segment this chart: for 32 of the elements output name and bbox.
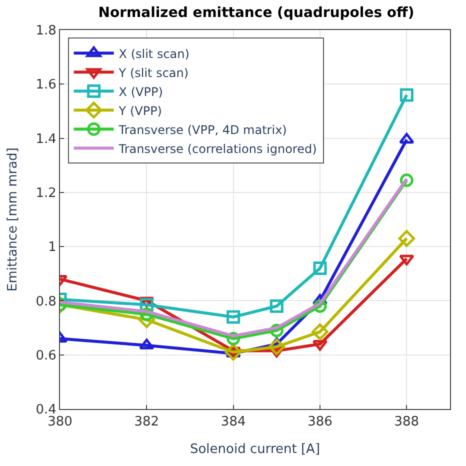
x-tick-label: 384 (220, 414, 246, 430)
point (270, 299, 284, 313)
x-tick-label: 388 (394, 414, 420, 430)
y-tick-label: 1.2 (36, 186, 56, 201)
chart-title: Normalized emittance (quadrupoles off) (98, 4, 414, 21)
legend-label: Y (VPP) (118, 104, 162, 118)
point (399, 132, 414, 144)
point (398, 230, 416, 247)
legend-label: Transverse (VPP, 4D matrix) (118, 122, 287, 137)
y-tick-label: 0.8 (36, 294, 56, 310)
legend-label: Transverse (correlations ignored) (118, 142, 317, 156)
point (400, 174, 414, 187)
y-tick-label: 1 (48, 240, 56, 256)
x-tick-label: 380 (48, 414, 72, 430)
x-axis-title: Solenoid current [A] (190, 442, 320, 458)
point (268, 338, 286, 356)
x-tick-label: 386 (308, 414, 332, 430)
legend-label: X (slit scan) (118, 46, 190, 61)
point (399, 254, 414, 266)
point (312, 323, 328, 340)
legend-label: X (VPP) (118, 84, 163, 99)
point (400, 88, 414, 102)
y-tick-label: 0.6 (36, 348, 56, 364)
x-tick-label: 382 (134, 414, 160, 430)
point (224, 344, 242, 361)
y-tick-label: 1.4 (36, 132, 56, 147)
y-axis-title: Emittance [mm mrad] (6, 148, 21, 292)
y-tick-label: 1.8 (36, 24, 56, 39)
legend-label: Y (slit scan) (118, 66, 189, 80)
point (313, 261, 327, 275)
y-tick-label: 1.6 (36, 78, 56, 93)
point (226, 310, 240, 324)
